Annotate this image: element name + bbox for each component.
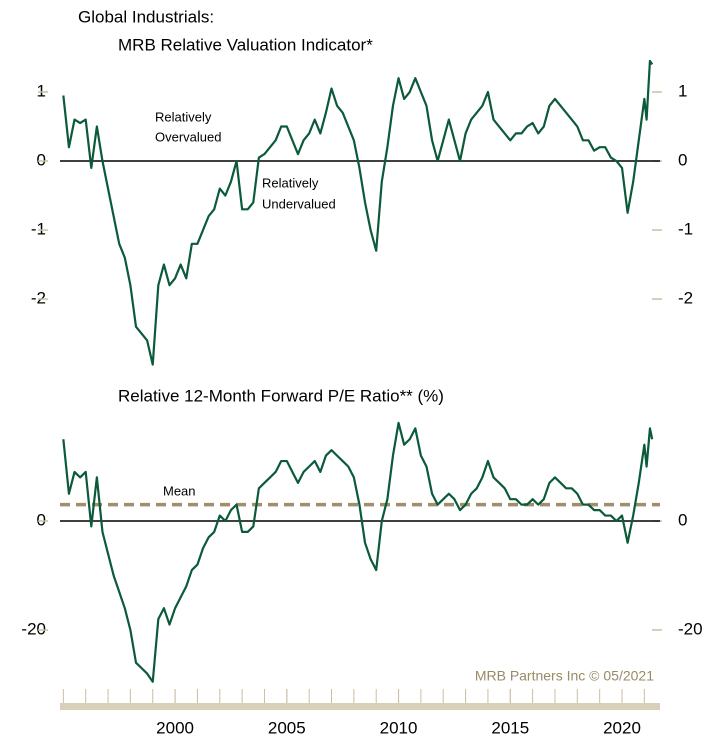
annotation: Undervalued [262,196,336,211]
y2-tick-label: 1 [678,81,687,100]
y-tick-label: -2 [31,289,46,308]
y-tick-label: 0 [37,151,46,170]
chart-subtitle: MRB Relative Valuation Indicator* [118,35,373,54]
data-line [62,59,654,366]
chart-title: Global Industrials: [78,7,214,26]
data-line [62,421,654,683]
mean-label: Mean [163,483,196,498]
annotation: Relatively [262,175,319,190]
y-tick-label: 1 [37,81,46,100]
x-axis-band [60,703,660,710]
y-tick-label: 0 [37,510,46,529]
y-tick-label: -20 [21,619,46,638]
y2-tick-label: -2 [678,289,693,308]
chart-title: Relative 12-Month Forward P/E Ratio** (%… [118,386,444,405]
y2-tick-label: -20 [678,619,703,638]
y2-tick-label: 0 [678,510,687,529]
y-tick-label: -1 [31,220,46,239]
x-tick-label: 2015 [491,718,529,737]
source-credit: MRB Partners Inc © 05/2021 [475,668,654,684]
y2-tick-label: 0 [678,151,687,170]
y2-tick-label: -1 [678,220,693,239]
x-tick-label: 2000 [156,718,194,737]
annotation: Overvalued [155,129,221,144]
x-tick-label: 2020 [603,718,641,737]
x-tick-label: 2005 [268,718,306,737]
x-tick-label: 2010 [380,718,418,737]
annotation: Relatively [155,109,212,124]
